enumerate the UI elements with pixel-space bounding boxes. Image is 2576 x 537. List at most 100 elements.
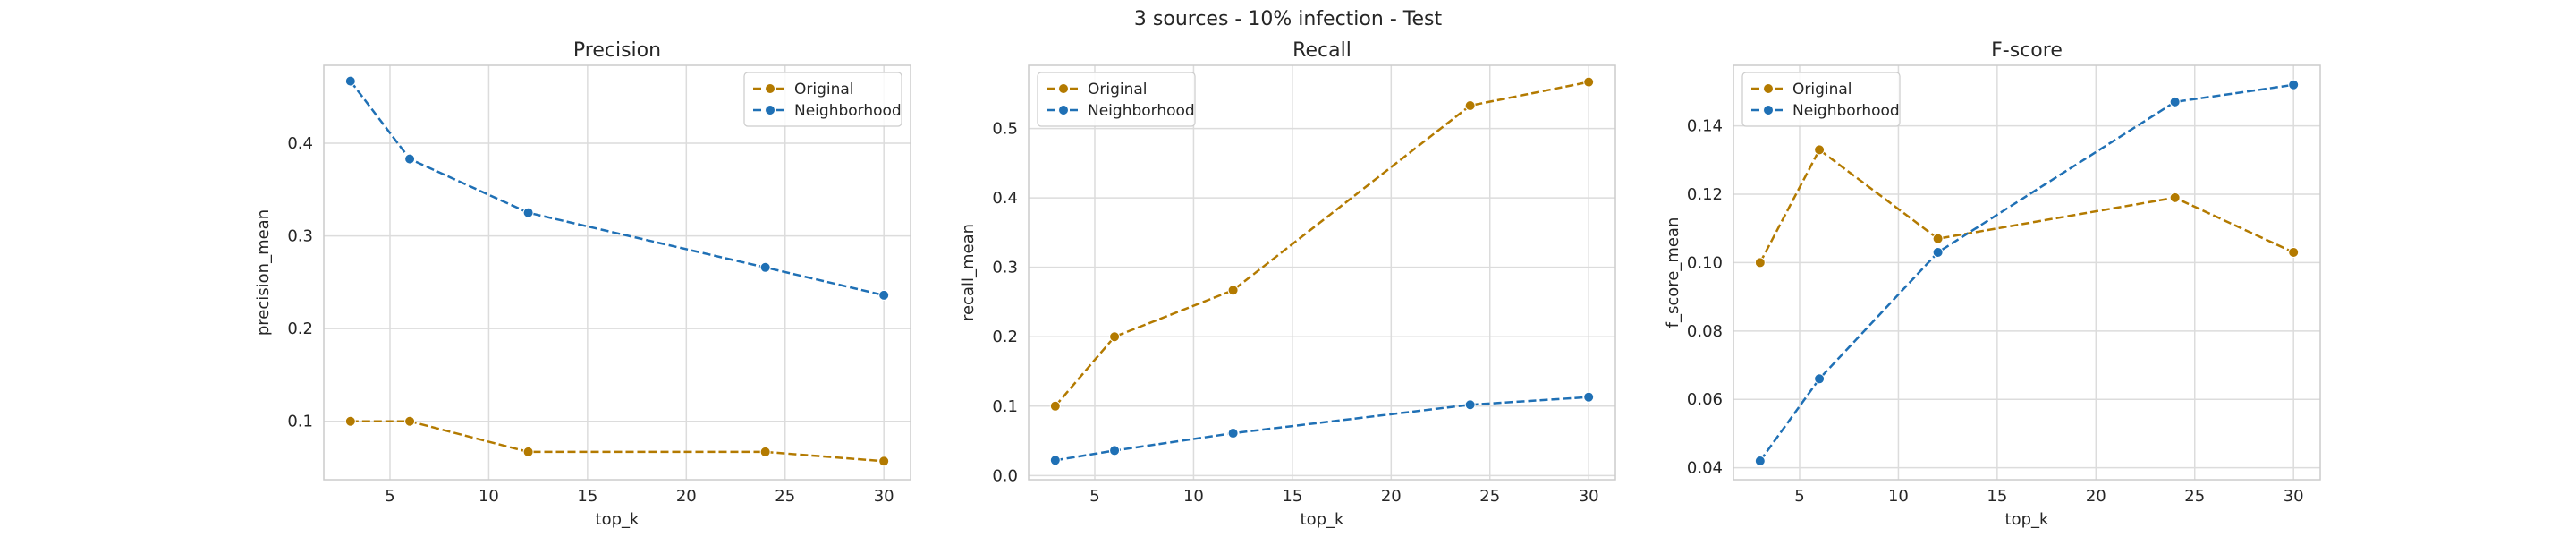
data-point-neighborhood <box>1814 373 1826 385</box>
x-axis-label: top_k <box>2005 510 2049 529</box>
data-point-original <box>878 456 890 467</box>
legend: Original Neighborhood <box>743 72 902 127</box>
x-tick-label: 10 <box>1888 487 1909 506</box>
y-tick-label: 0.12 <box>1687 185 1723 204</box>
data-point-original <box>404 415 416 427</box>
y-tick-label: 0.0 <box>992 466 1018 485</box>
legend-label-original: Original <box>1088 81 1148 98</box>
legend-marker-original <box>1763 83 1774 94</box>
x-tick-label: 30 <box>1579 487 1599 506</box>
y-tick-label: 0.10 <box>1687 253 1723 272</box>
subplot-recall: 5 10 15 20 25 30 0.0 0.1 0.2 0.3 0.4 0.5 Recall top_k… <box>959 39 1616 529</box>
data-point-original <box>1754 257 1766 268</box>
legend-label-neighborhood: Neighborhood <box>794 102 902 120</box>
axes-frame <box>323 64 911 481</box>
x-axis-label: top_k <box>596 510 640 529</box>
legend: Original Neighborhood <box>1037 72 1196 127</box>
legend-label-original: Original <box>794 81 854 98</box>
x-tick-label: 10 <box>1183 487 1204 506</box>
x-tick-label: 25 <box>2184 487 2205 506</box>
data-point-neighborhood <box>344 75 356 87</box>
legend: Original Neighborhood <box>1741 72 1901 127</box>
subplot-title: Precision <box>573 39 661 62</box>
legend-marker-neighborhood <box>1058 105 1069 115</box>
data-point-original <box>2288 246 2300 258</box>
y-tick-label: 0.4 <box>992 189 1018 208</box>
x-tick-label: 10 <box>479 487 499 506</box>
y-tick-label: 0.1 <box>992 397 1018 416</box>
x-tick-label: 20 <box>2086 487 2106 506</box>
y-axis-label: recall_mean <box>959 224 978 321</box>
data-point-neighborhood <box>1227 428 1239 439</box>
legend-marker-original <box>765 83 775 94</box>
x-tick-label: 20 <box>1381 487 1402 506</box>
series-line-neighborhood <box>1758 83 2294 462</box>
x-tick-label: 5 <box>1089 487 1099 506</box>
legend-marker-original <box>1058 83 1069 94</box>
data-point-neighborhood <box>878 289 890 301</box>
y-tick-label: 0.5 <box>992 120 1018 139</box>
x-tick-label: 30 <box>2284 487 2304 506</box>
data-point-neighborhood <box>1583 391 1595 403</box>
legend-marker-neighborhood <box>765 105 775 115</box>
data-point-neighborhood <box>522 207 534 218</box>
data-point-original <box>344 415 356 427</box>
data-point-neighborhood <box>1932 246 1944 258</box>
data-point-original <box>1814 144 1826 156</box>
y-tick-label: 0.3 <box>287 227 313 246</box>
y-tick-label: 0.2 <box>287 320 313 338</box>
x-tick-label: 5 <box>385 487 394 506</box>
subplot-f-score: 5 10 15 20 25 30 0.04 0.06 0.08 0.10 0.12 0.14 F-sco… <box>1664 39 2321 529</box>
data-point-original <box>1464 99 1476 111</box>
x-tick-label: 20 <box>676 487 697 506</box>
data-point-original <box>1932 233 1944 244</box>
data-point-original <box>1583 76 1595 88</box>
axes-container: 5 10 15 20 25 30 0.1 0.2 0.3 0.4 Precision top_k pre… <box>254 39 2321 529</box>
legend-label-original: Original <box>1792 81 1852 98</box>
x-tick-label: 15 <box>1987 487 2007 506</box>
data-point-neighborhood <box>1049 455 1061 466</box>
data-point-neighborhood <box>1464 399 1476 411</box>
series-line-original <box>1054 81 1589 407</box>
y-tick-label: 0.14 <box>1687 117 1723 136</box>
subplot-precision: 5 10 15 20 25 30 0.1 0.2 0.3 0.4 Precision top_k pre… <box>254 39 911 529</box>
data-point-original <box>522 446 534 457</box>
data-point-original <box>1049 400 1061 412</box>
data-point-original <box>1227 285 1239 296</box>
y-tick-label: 0.1 <box>287 413 313 431</box>
figure-suptitle: 3 sources - 10% infection - Test <box>1134 8 1443 30</box>
legend-box <box>1037 72 1196 127</box>
series-line-original <box>350 420 885 463</box>
y-tick-label: 0.3 <box>992 259 1018 277</box>
y-tick-label: 0.2 <box>992 328 1018 346</box>
legend-label-neighborhood: Neighborhood <box>1792 102 1900 120</box>
subplot-title: F-score <box>1991 39 2063 62</box>
x-tick-label: 15 <box>1282 487 1302 506</box>
x-tick-label: 25 <box>1479 487 1500 506</box>
y-axis-label: precision_mean <box>254 209 273 336</box>
x-tick-label: 25 <box>775 487 795 506</box>
data-point-neighborhood <box>404 153 416 165</box>
axes-frame <box>1733 64 2321 481</box>
legend-marker-neighborhood <box>1763 105 1774 115</box>
y-tick-label: 0.04 <box>1687 459 1723 478</box>
legend-box <box>743 72 902 127</box>
subplot-title: Recall <box>1292 39 1352 62</box>
data-point-neighborhood <box>2169 96 2181 107</box>
data-point-neighborhood <box>2288 79 2300 90</box>
legend-box <box>1741 72 1901 127</box>
y-tick-label: 0.4 <box>287 134 313 153</box>
y-tick-label: 0.06 <box>1687 390 1723 409</box>
x-axis-label: top_k <box>1301 510 1344 529</box>
y-tick-label: 0.08 <box>1687 322 1723 341</box>
series-line-original <box>1758 148 2294 264</box>
data-point-neighborhood <box>1109 445 1121 456</box>
data-point-original <box>2169 192 2181 203</box>
data-point-original <box>1109 331 1121 343</box>
data-point-neighborhood <box>759 261 771 273</box>
x-tick-label: 15 <box>577 487 597 506</box>
axes-frame <box>1028 64 1616 481</box>
data-point-original <box>759 446 771 457</box>
legend-label-neighborhood: Neighborhood <box>1088 102 1195 120</box>
